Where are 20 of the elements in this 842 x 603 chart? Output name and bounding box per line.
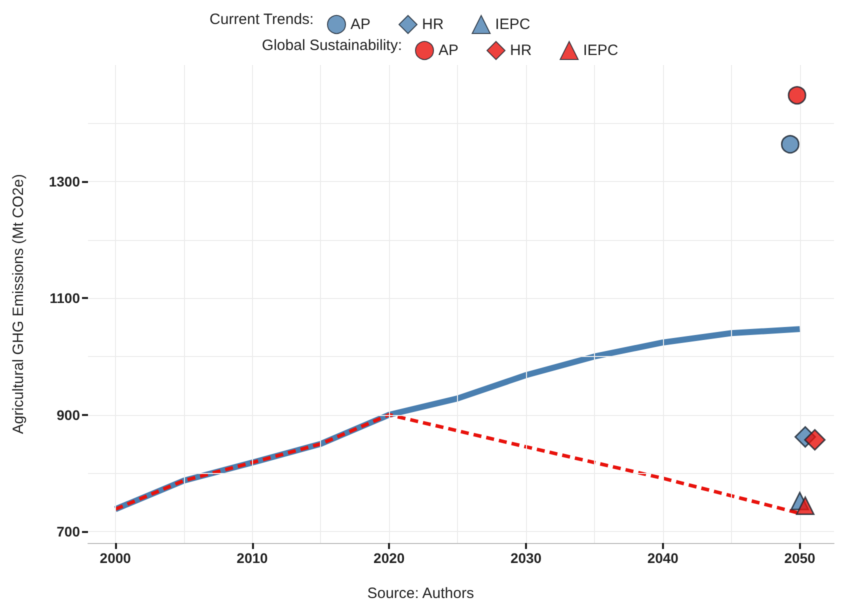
- text: Current Trends:: [210, 11, 314, 28]
- legend-label: HR: [422, 16, 444, 33]
- legend-label: HR: [510, 42, 532, 59]
- x-tick-label: 2010: [236, 550, 268, 566]
- x-tick-label: 2000: [100, 550, 132, 566]
- legend-label: AP: [438, 42, 459, 59]
- y-tick-label: 700: [56, 523, 80, 540]
- x-tick-label: 2030: [510, 550, 542, 566]
- legend-label: IEPC: [583, 42, 618, 59]
- x-tick-label: 2050: [784, 550, 816, 566]
- x-tick-label: 2040: [647, 550, 679, 566]
- legend-label: IEPC: [495, 16, 530, 33]
- legend-label: AP: [350, 16, 371, 33]
- y-axis-title: Agricultural GHG Emissions (Mt CO2e): [10, 174, 27, 434]
- text: Global Sustainability:: [262, 37, 402, 54]
- x-tick-label: 2020: [374, 550, 405, 566]
- y-tick-label: 1300: [48, 174, 80, 190]
- y-tick-label: 900: [56, 406, 80, 423]
- source-note: Source: Authors: [367, 585, 474, 602]
- y-tick-label: 1100: [50, 290, 80, 306]
